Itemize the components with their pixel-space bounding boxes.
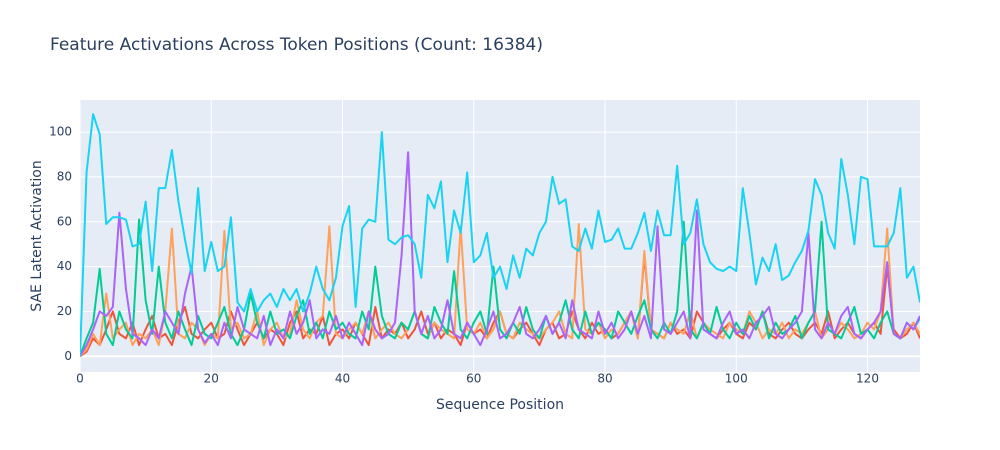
x-tick-label: 0 — [76, 372, 84, 386]
y-tick-label: 80 — [57, 169, 72, 183]
y-tick-label: 20 — [57, 304, 72, 318]
y-tick-label: 40 — [57, 259, 72, 273]
x-axis-title: Sequence Position — [436, 397, 564, 413]
series-line — [80, 223, 920, 358]
x-tick-label: 80 — [597, 372, 612, 386]
y-tick-label: 60 — [57, 214, 72, 228]
chart-title: Feature Activations Across Token Positio… — [50, 35, 543, 55]
x-tick-label: 120 — [856, 372, 879, 386]
x-tick-label: 20 — [204, 372, 219, 386]
series-line — [80, 113, 920, 357]
x-tick-label: 40 — [335, 372, 350, 386]
series-line — [80, 151, 920, 357]
y-tick-label: 0 — [64, 349, 72, 363]
series-line — [80, 218, 920, 357]
x-tick-label: 100 — [725, 372, 748, 386]
y-tick-label: 100 — [49, 125, 72, 139]
x-tick-label: 60 — [466, 372, 481, 386]
y-axis-title: SAE Latent Activation — [29, 160, 45, 311]
